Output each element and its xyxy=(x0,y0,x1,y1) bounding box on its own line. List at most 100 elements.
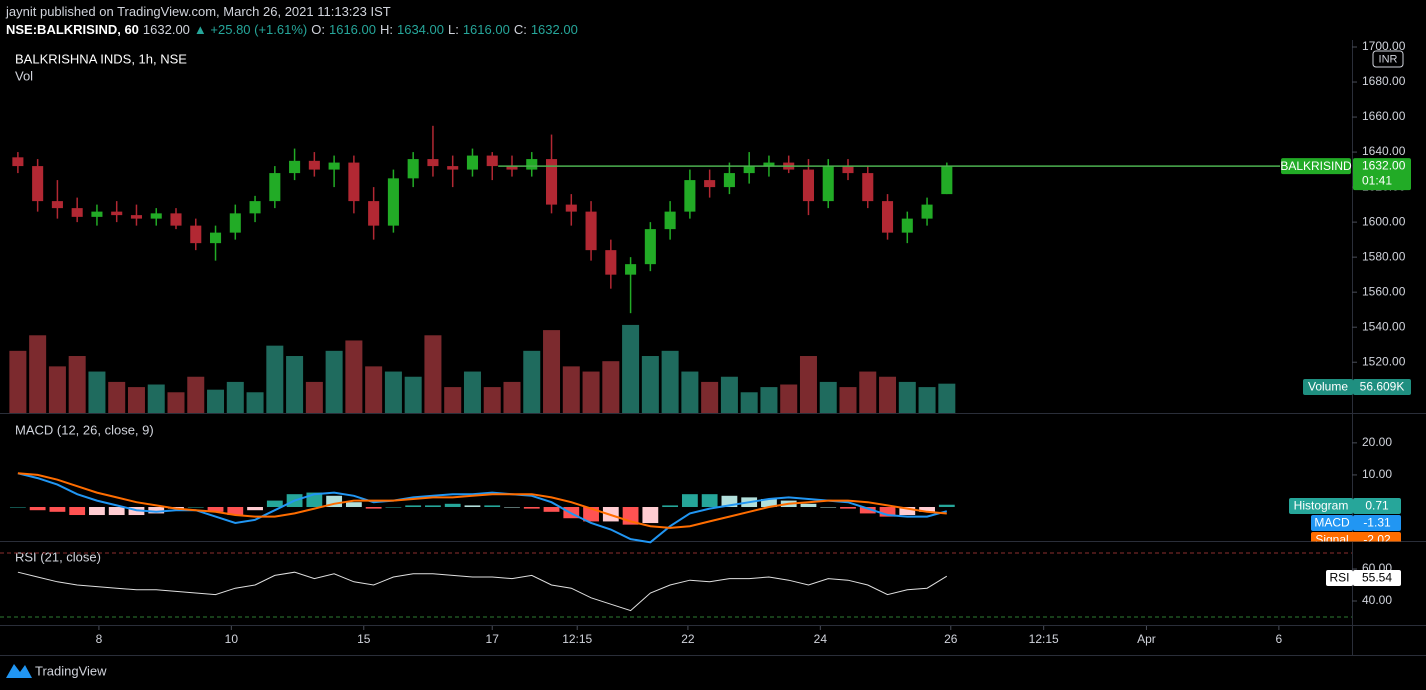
histogram-bar xyxy=(148,507,165,514)
rsi-tag-name: RSI xyxy=(1329,571,1349,585)
volume-tag-value: 56.609K xyxy=(1360,380,1405,394)
volume-bar xyxy=(286,356,304,413)
rsi-tag-name-bg xyxy=(1326,570,1353,586)
x-tick-label: 8 xyxy=(96,632,103,646)
volume-bar xyxy=(345,340,363,413)
candle-body xyxy=(447,166,459,170)
histogram-bar xyxy=(721,495,738,508)
countdown: 01:41 xyxy=(1362,173,1392,187)
histogram-bar xyxy=(425,505,441,508)
volume-bar xyxy=(859,371,877,413)
histogram-bar xyxy=(49,507,66,512)
histogram-bar xyxy=(326,495,343,508)
volume-bar xyxy=(266,345,284,413)
volume-bar xyxy=(523,350,541,413)
volume-tag-name-bg xyxy=(1303,379,1353,395)
candle-body xyxy=(308,160,320,170)
candle-body xyxy=(170,213,182,226)
candle-body xyxy=(684,180,696,212)
y-tick-label: 20.00 xyxy=(1362,435,1392,449)
y-tick-label: 10.00 xyxy=(1362,467,1392,481)
volume-bar xyxy=(582,371,600,413)
candle-body xyxy=(723,173,735,188)
histogram-bar xyxy=(385,507,402,508)
candle-body xyxy=(585,211,597,251)
l-label: L: xyxy=(447,22,459,37)
x-tick-label: 26 xyxy=(944,632,958,646)
chart-title: BALKRISHNA INDS, 1h, NSE xyxy=(15,51,187,66)
candle-body xyxy=(407,159,419,179)
logo-icon xyxy=(6,664,32,678)
candle-body xyxy=(704,180,716,188)
histogram-tag-value: 0.71 xyxy=(1365,499,1389,513)
macd-line xyxy=(17,472,947,529)
candle-body xyxy=(51,201,63,209)
volume-bar xyxy=(681,371,699,413)
histogram-bar xyxy=(859,507,876,514)
x-tick-label: 24 xyxy=(814,632,828,646)
currency-box[interactable] xyxy=(1372,50,1404,68)
volume-bar xyxy=(325,350,343,413)
candle-body xyxy=(941,166,953,195)
candle-body xyxy=(605,250,617,275)
x-tick-label: 22 xyxy=(681,632,695,646)
volume-bar xyxy=(543,330,561,413)
x-tick-label: 12:15 xyxy=(1029,632,1059,646)
tv-logo xyxy=(6,664,32,678)
symbol-tag: BALKRISIND xyxy=(1280,159,1352,173)
volume-tag-name: Volume xyxy=(1308,380,1348,394)
volume-bar xyxy=(246,392,264,413)
signal-tag: Signal -2.02 xyxy=(1311,532,1401,547)
volume-bar xyxy=(88,371,106,413)
candle-body xyxy=(387,178,399,226)
rsi-line xyxy=(17,571,948,612)
histogram-bar xyxy=(29,507,46,511)
volume-bar xyxy=(740,392,758,413)
x-tick-label: 6 xyxy=(1276,632,1283,646)
macd-tag-value: -1.31 xyxy=(1363,516,1391,530)
histogram-bar xyxy=(266,500,283,508)
price-tag-bg xyxy=(1353,158,1411,191)
volume-bar xyxy=(701,381,719,413)
y-tick-label: 1560.00 xyxy=(1362,284,1406,298)
y-tick-label: 1680.00 xyxy=(1362,74,1406,88)
histogram-bar xyxy=(840,507,856,509)
candle-body xyxy=(111,211,123,216)
volume-bar xyxy=(108,381,126,413)
volume-bar xyxy=(384,371,402,413)
candle-body xyxy=(921,204,933,219)
histogram-bar xyxy=(899,507,916,516)
histogram-bar xyxy=(543,507,560,512)
volume-bar xyxy=(799,356,817,413)
candle-body xyxy=(822,166,834,202)
y-tick-label: 40.00 xyxy=(1362,593,1392,607)
candle-body xyxy=(91,211,103,217)
symbol: NSE:BALKRISIND, 60 xyxy=(6,22,139,37)
candle-body xyxy=(368,201,380,226)
open: 1616.00 xyxy=(328,22,376,37)
signal-tag-name: Signal xyxy=(1315,533,1348,547)
histogram-bar xyxy=(9,507,26,508)
volume-bar xyxy=(48,366,66,413)
candle-body xyxy=(486,155,498,167)
candle-body xyxy=(12,157,24,167)
volume-bar xyxy=(562,366,580,413)
volume-bar xyxy=(68,356,86,413)
candle-body xyxy=(328,162,340,170)
macd-tag-name: MACD xyxy=(1314,516,1350,530)
volume-bar xyxy=(661,350,679,413)
candle-body xyxy=(545,159,558,205)
histogram-bar xyxy=(642,507,659,524)
brand: TradingView xyxy=(35,663,107,678)
histogram-tag-name: Histogram xyxy=(1294,499,1349,513)
rsi-tag-value: 55.54 xyxy=(1362,571,1392,585)
volume-bar xyxy=(839,387,857,413)
volume-bar xyxy=(720,376,738,413)
candle-body xyxy=(842,166,854,174)
volume-bar xyxy=(167,392,185,413)
volume-bar xyxy=(819,381,837,413)
volume-bar xyxy=(187,376,205,413)
histogram-bar xyxy=(879,507,896,517)
volume-bar xyxy=(938,383,956,413)
volume-bar xyxy=(365,366,383,413)
